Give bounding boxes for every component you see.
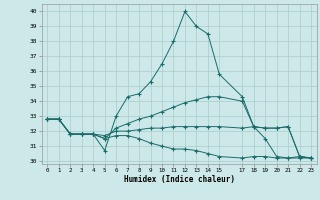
X-axis label: Humidex (Indice chaleur): Humidex (Indice chaleur) (124, 175, 235, 184)
